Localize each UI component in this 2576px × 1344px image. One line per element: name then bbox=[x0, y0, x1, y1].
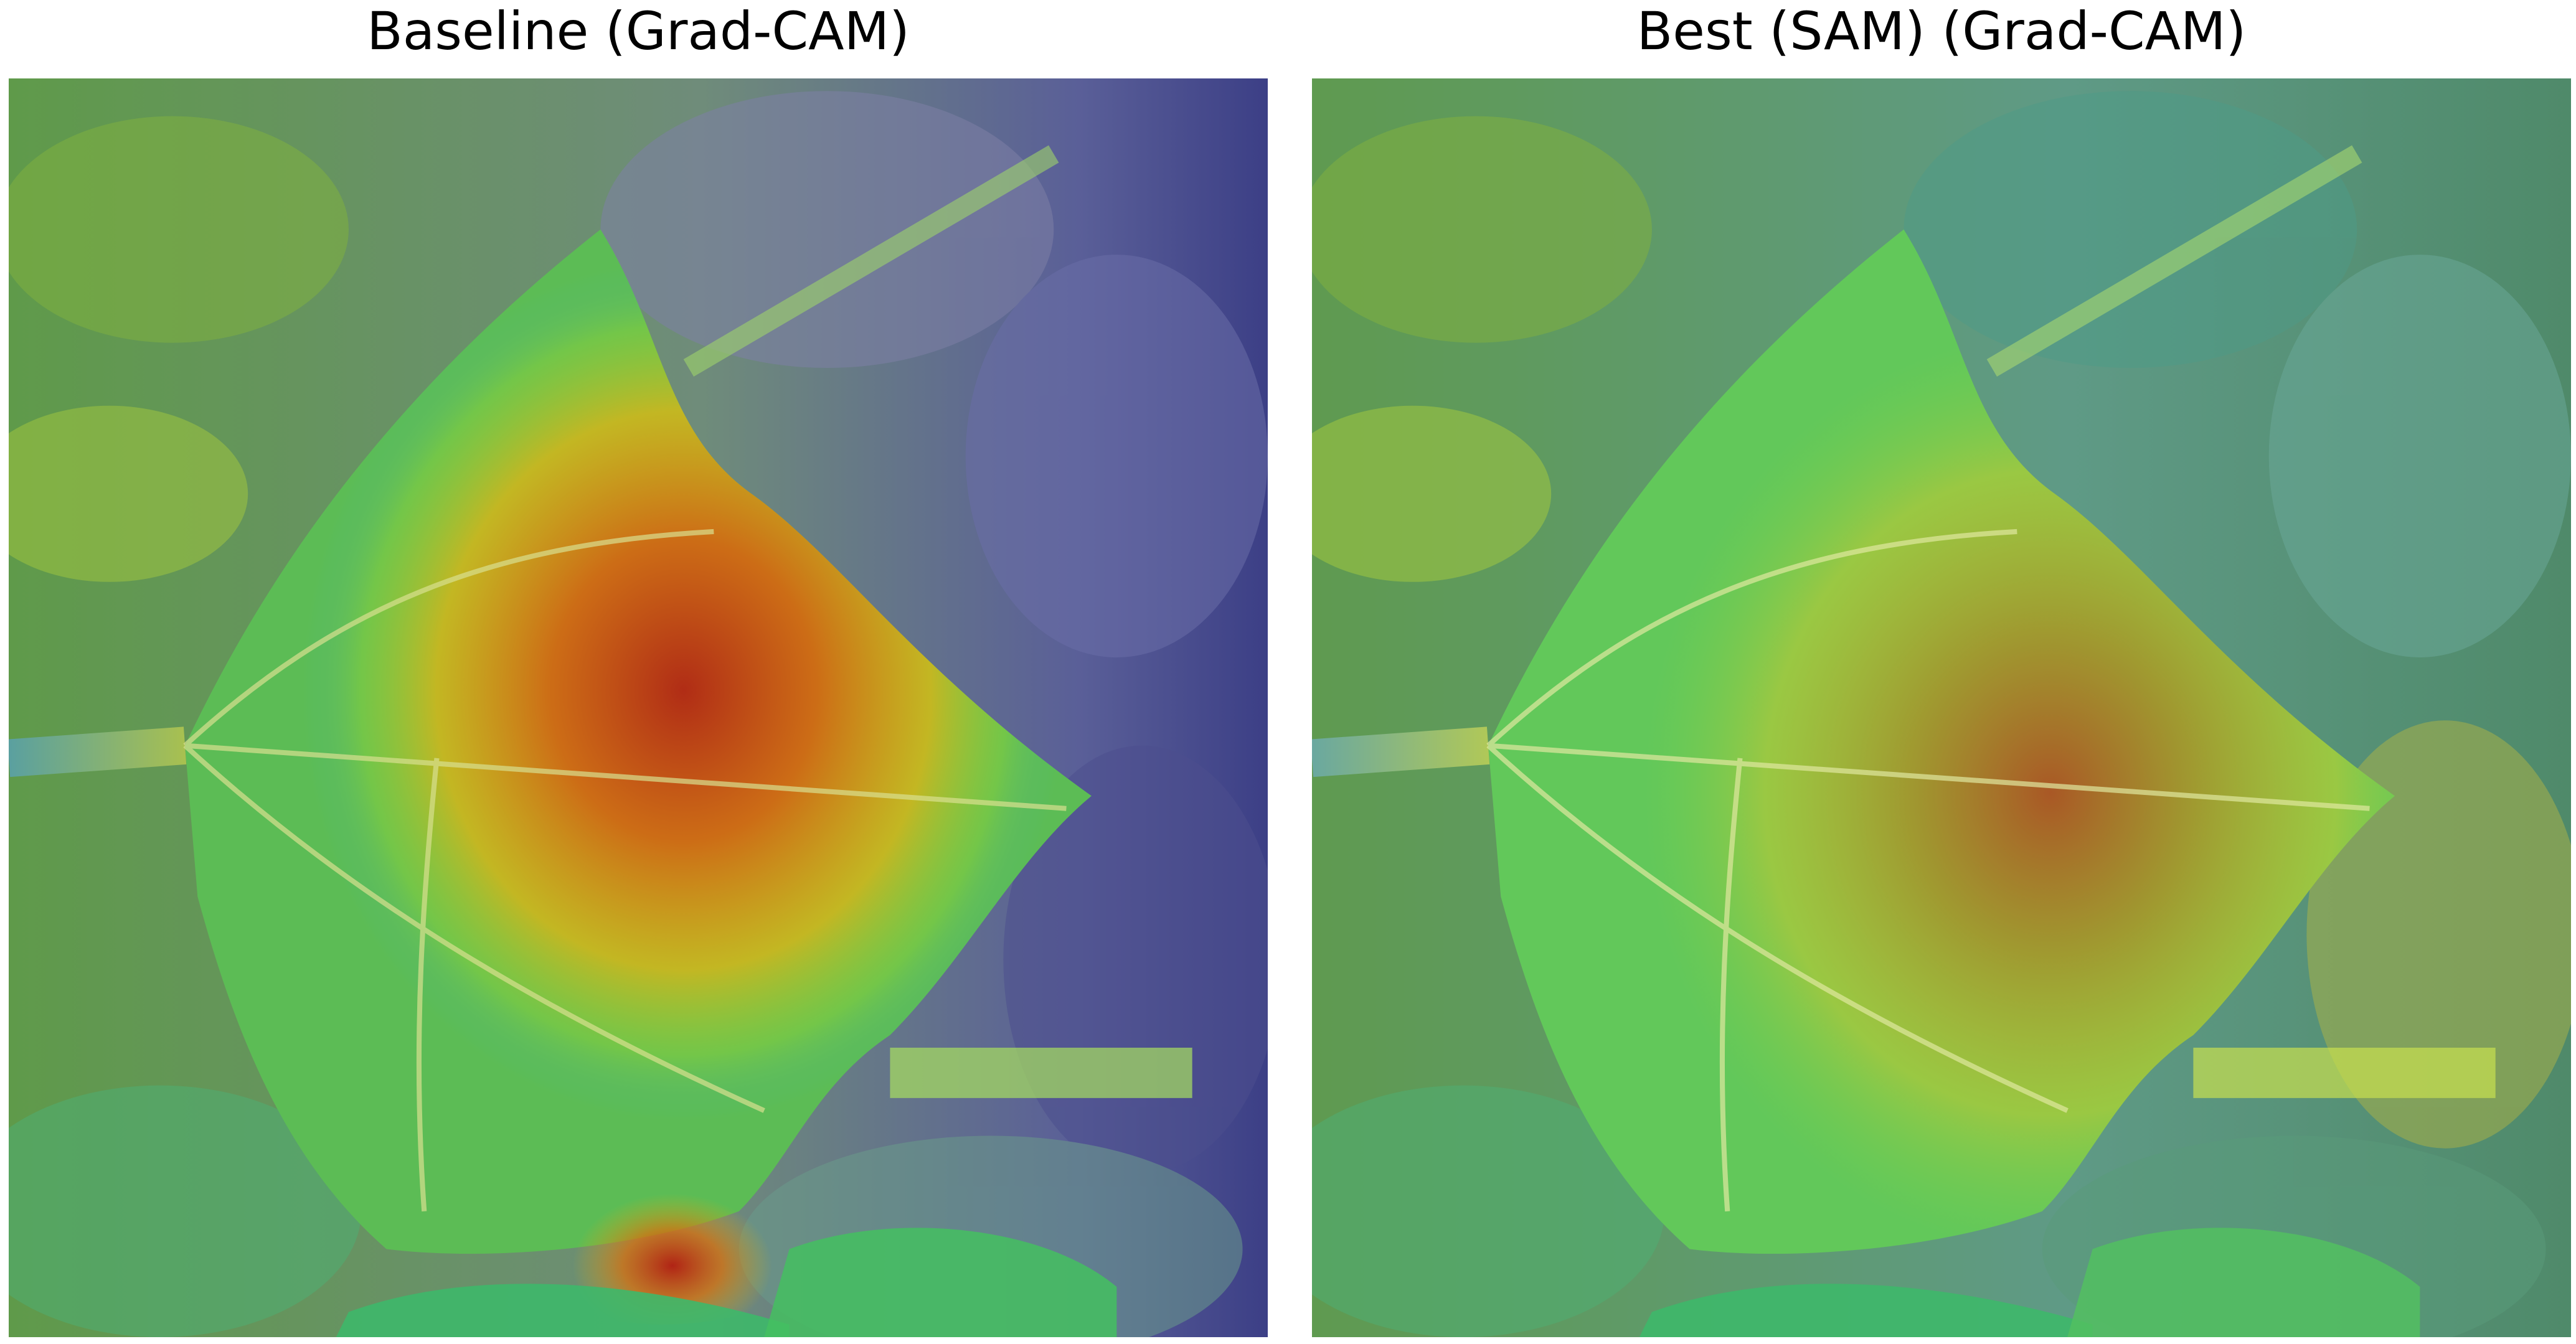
leaf-gradcam-heatmap-icon bbox=[1312, 78, 2571, 1337]
panel-title-best-sam: Best (SAM) (Grad-CAM) bbox=[1636, 1, 2247, 62]
best-sam-gradcam-image bbox=[1312, 78, 2571, 1337]
baseline-gradcam-image bbox=[9, 78, 1268, 1337]
panel-title-baseline: Baseline (Grad-CAM) bbox=[367, 1, 910, 62]
leaf-gradcam-heatmap-icon bbox=[9, 78, 1268, 1337]
